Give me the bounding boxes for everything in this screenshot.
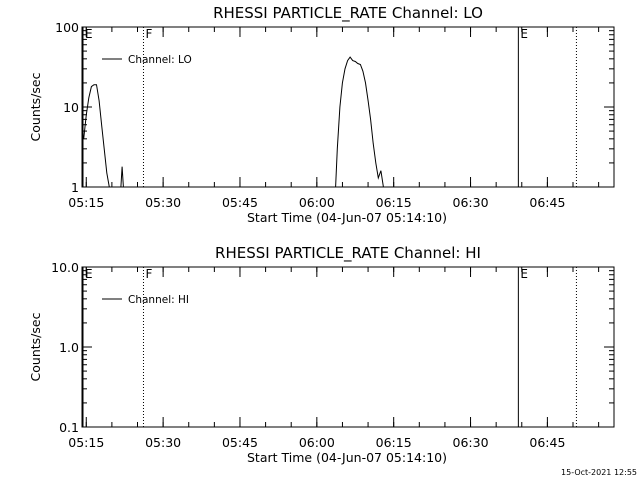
y-tick-label: 10.0 (51, 260, 79, 275)
y-tick-label: 10 (63, 100, 79, 115)
chart-panel-2: RHESSI PARTICLE_RATE Channel: HI 0.1 1.0 10… (28, 244, 615, 465)
x-axis-label: Start Time (04-Jun-07 05:14:10) (247, 450, 447, 465)
y-tick-label: 1 (71, 180, 79, 195)
x-tick-label: 06:00 (299, 195, 335, 210)
x-tick-label: 06:45 (529, 195, 565, 210)
event-marker-label: F (145, 267, 152, 281)
timestamp-label: 15-Oct-2021 12:55 (561, 468, 637, 477)
x-tick-label: 05:45 (222, 195, 258, 210)
event-marker-label: E (520, 267, 528, 281)
x-tick-label: 05:45 (222, 435, 258, 450)
plot-frame (81, 26, 615, 188)
x-tick-label: 06:45 (529, 435, 565, 450)
event-marker-label: E (520, 27, 528, 41)
x-tick-label: 06:30 (453, 195, 489, 210)
event-marker-label: F (145, 27, 152, 41)
y-axis-label: Counts/sec (28, 72, 43, 141)
y-tick-label: 100 (55, 20, 79, 35)
event-marker-label: E (85, 267, 93, 281)
x-tick-label: 06:15 (376, 195, 412, 210)
x-tick-label: 06:15 (376, 435, 412, 450)
x-tick-label: 05:30 (145, 435, 181, 450)
chart-title: RHESSI PARTICLE_RATE Channel: HI (215, 244, 481, 263)
series-line (83, 56, 386, 187)
x-tick-label: 06:30 (453, 435, 489, 450)
chart-panel-1: RHESSI PARTICLE_RATE Channel: LO 1 10 100 05… (28, 4, 615, 225)
x-tick-label: 05:15 (68, 435, 104, 450)
x-tick-label: 05:15 (68, 195, 104, 210)
y-axis-label: Counts/sec (28, 312, 43, 381)
legend-label: Channel: HI (128, 294, 189, 306)
x-tick-label: 06:00 (299, 435, 335, 450)
plot-frame (81, 266, 615, 428)
legend-label: Channel: LO (128, 54, 192, 66)
x-axis-label: Start Time (04-Jun-07 05:14:10) (247, 210, 447, 225)
x-tick-label: 05:30 (145, 195, 181, 210)
y-tick-label: 0.1 (59, 420, 79, 435)
y-tick-label: 1.0 (59, 340, 79, 355)
chart-title: RHESSI PARTICLE_RATE Channel: LO (213, 4, 483, 23)
event-marker-label: E (85, 27, 93, 41)
